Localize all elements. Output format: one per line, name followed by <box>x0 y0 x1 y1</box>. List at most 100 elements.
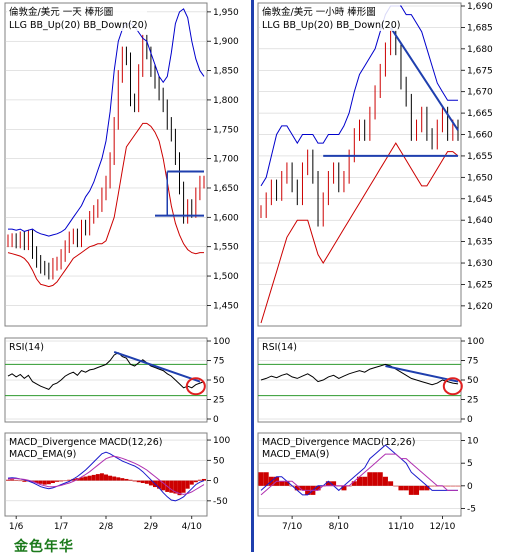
left-macd-histogram-bar <box>46 480 51 485</box>
left-macd-histogram-bar <box>132 480 137 482</box>
left-macd-histogram-bar <box>173 480 178 494</box>
right-rsi-ytick-label: 100 <box>467 337 484 347</box>
right-macd-histogram-bar <box>403 485 409 491</box>
left-price-title: 倫敦金/美元 一天 棒形圖 <box>9 6 113 18</box>
right-price-subtitle: LLG BB_Up(20) BB_Down(20) <box>262 20 400 31</box>
left-macd-histogram-bar <box>128 479 133 481</box>
left-price-ytick-label: 1,850 <box>213 67 239 77</box>
right-macd-subtitle: MACD_EMA(9) <box>262 449 329 460</box>
left-macd-histogram-bar <box>202 478 206 481</box>
right-macd-histogram-bar <box>356 476 363 486</box>
left-macd-histogram-bar <box>104 474 108 481</box>
right-price-ytick-label: 1,680 <box>467 45 493 55</box>
left-macd-histogram-bar <box>148 480 153 486</box>
left-macd-xtick-label: 1/7 <box>54 522 68 532</box>
left-rsi-ytick-label: 75 <box>213 357 224 367</box>
left-macd-histogram-bar <box>124 478 129 481</box>
left-rsi-ytick-label: 100 <box>213 337 230 347</box>
right-price-title-bg <box>260 5 400 31</box>
left-macd-histogram-bar <box>140 480 145 484</box>
right-macd-histogram-bar <box>372 472 378 486</box>
right-macd-histogram-bar <box>331 481 337 486</box>
left-rsi-ytick-label: 25 <box>213 396 224 406</box>
right-macd-histogram-bar <box>414 485 420 495</box>
right-macd-ytick-label: -5 <box>467 504 476 514</box>
left-macd-histogram-bar <box>79 477 84 481</box>
left-macd-ytick-label: 100 <box>213 436 230 446</box>
left-macd-histogram-bar <box>42 480 47 485</box>
left-macd-histogram-bar <box>91 474 96 481</box>
column-divider <box>251 0 254 552</box>
right-macd-histogram-bar <box>325 481 331 486</box>
right-macd-ytick-label: 5 <box>467 459 473 469</box>
right-rsi-ytick-label: 50 <box>467 376 479 386</box>
left-rsi-ytick-label: 50 <box>213 376 225 386</box>
left-price-subtitle: LLG BB_Up(20) BB_Down(20) <box>9 20 147 31</box>
left-macd-histogram-bar <box>55 480 59 482</box>
right-macd-macd-line <box>260 444 458 496</box>
right-macd-histogram-bar <box>377 472 383 486</box>
left-macd-histogram-bar <box>71 478 76 481</box>
right-macd-histogram-bar <box>351 481 357 486</box>
left-macd-xtick-label: 2/8 <box>99 522 114 532</box>
left-price-ytick-label: 1,900 <box>213 37 239 47</box>
left-macd-histogram-bar <box>63 480 68 482</box>
right-macd-histogram-bar <box>445 485 451 487</box>
right-macd-histogram-bar <box>284 481 290 486</box>
left-price-ytick-label: 1,500 <box>213 272 239 282</box>
left-macd-histogram-bar <box>157 480 162 489</box>
left-macd-ytick-label: 0 <box>213 477 219 487</box>
right-price-ytick-label: 1,670 <box>467 88 493 98</box>
left-rsi-rsi-line <box>7 352 205 390</box>
right-price-ytick-label: 1,685 <box>467 23 493 33</box>
right-macd-histogram-bar <box>258 472 264 486</box>
right-macd-histogram-bar <box>398 485 404 491</box>
right-macd-histogram-bar <box>315 485 321 491</box>
right-macd-histogram-bar <box>455 485 461 487</box>
left-macd-histogram-bar <box>22 480 27 482</box>
right-price-frame <box>257 2 462 327</box>
right-rsi-title: RSI(14) <box>262 342 297 353</box>
right-price-bb-up-line <box>260 5 458 187</box>
left-macd-ema-line <box>7 455 205 495</box>
left-macd-histogram-bar <box>67 479 72 481</box>
left-price-ytick-label: 1,600 <box>213 213 239 223</box>
left-macd-histogram-bar <box>87 475 92 481</box>
left-macd-histogram-bar <box>95 474 100 481</box>
right-macd-histogram-bar <box>450 485 456 487</box>
right-price-ytick-label: 1,635 <box>467 238 493 248</box>
right-macd-ytick-label: 10 <box>467 437 479 447</box>
left-price-bb-up-line <box>8 8 205 237</box>
left-price-ytick-label: 1,800 <box>213 96 239 106</box>
left-macd-histogram-bar <box>120 478 125 481</box>
left-macd-macd-line <box>7 451 205 502</box>
right-price-ytick-label: 1,675 <box>467 66 493 76</box>
right-price-title: 倫敦金/美元 一小時 棒形圖 <box>262 6 376 18</box>
right-price-ytick-label: 1,645 <box>467 195 493 205</box>
left-rsi-ytick-label: 0 <box>213 415 219 425</box>
right-macd-histogram-bar <box>424 485 430 491</box>
right-macd-xtick-label: 11/10 <box>388 522 414 532</box>
left-price-ytick-label: 1,650 <box>213 184 239 194</box>
left-macd-histogram-bar <box>38 480 43 484</box>
left-macd-ytick-label: -50 <box>213 497 228 507</box>
left-price-frame <box>4 2 208 327</box>
right-price-trend-line <box>389 26 459 131</box>
right-price-ytick-label: 1,660 <box>467 131 493 141</box>
left-rsi-title: RSI(14) <box>9 342 44 353</box>
right-macd-title: MACD_Divergence MACD(12,26) <box>262 437 415 448</box>
right-macd-histogram-bar <box>429 485 435 487</box>
left-macd-histogram-bar <box>50 480 55 484</box>
left-macd-histogram-bar <box>169 480 174 493</box>
right-price-ytick-label: 1,655 <box>467 152 493 162</box>
left-macd-histogram-bar <box>189 480 194 485</box>
left-macd-histogram-bar <box>193 480 198 483</box>
right-macd-histogram-bar <box>263 472 269 486</box>
left-macd-histogram-bar <box>14 480 19 481</box>
left-macd-histogram-bar <box>197 479 202 481</box>
right-macd-frame <box>257 432 462 517</box>
left-macd-histogram-bar <box>18 480 23 482</box>
left-macd-histogram-bar <box>185 480 190 489</box>
right-macd-histogram-bar <box>382 476 388 486</box>
